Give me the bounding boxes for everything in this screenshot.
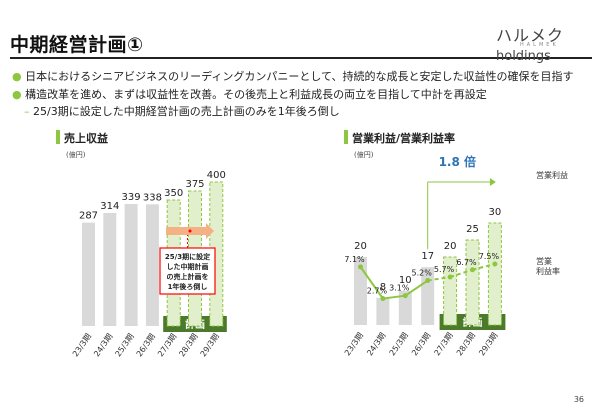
callout-dot [188,229,192,233]
sales-category-label: 26/3期 [135,332,157,358]
margin-point [402,293,408,299]
logo-text: ハルメク [496,26,565,45]
sales-category-label: 24/3期 [92,332,114,358]
callout-line: 1年後ろ倒し [168,282,208,291]
profit-chart: 計画2023/3期824/3期1025/3期1726/3期2027/3期2528… [343,154,568,357]
margin-value-label: 5.2% [412,269,433,278]
bullet-dot-icon: ● [12,70,26,83]
sales-value-label: 338 [143,192,162,203]
profit-bar [465,239,480,326]
growth-label: 1.8 倍 [439,154,476,169]
profit-category-label: 26/3期 [410,331,432,357]
profit-category-label: 25/3期 [388,331,410,357]
margin-line-segment [472,263,496,271]
profit-bar [376,297,390,325]
dash-icon: – [24,105,33,118]
margin-point [470,267,475,273]
logo-holdings: holdings [496,49,551,64]
profit-value-label: 25 [466,224,479,235]
margin-value-label: 7.1% [344,255,365,264]
margin-line-segment [427,275,451,282]
callout-line: の売上計画を [167,272,209,281]
section-bar-sales [56,130,60,144]
bullet-2-text: 構造改革を進め、まずは収益性を改善。その後売上と利益成長の両立を目指して中計を再… [25,88,487,101]
profit-category-label: 28/3期 [455,331,477,357]
margin-point [380,296,386,302]
legend-profit: 営業利益 [536,170,568,180]
bullet-dot-icon: ● [12,88,26,101]
margin-point [425,278,431,284]
profit-value-label: 10 [399,275,412,286]
sub-bullet-1: – 25/3期に設定した中期経営計画の売上計画のみを1年後ろ倒し [24,103,340,119]
margin-point [358,264,363,270]
profit-bar [443,256,458,326]
profit-value-label: 8 [380,282,386,293]
sales-bar [82,222,95,326]
sub-bullet-1-text: 25/3期に設定した中期経営計画の売上計画のみを1年後ろ倒し [33,105,340,118]
sales-value-label: 400 [207,170,226,181]
sales-bar [145,204,159,326]
callout-box [159,247,216,295]
margin-line-segment [449,268,473,278]
callout-line: した中期計画 [167,262,209,271]
legend-margin-line2: 利益率 [536,266,560,276]
sales-value-label: 287 [79,211,98,222]
section-title-sales: 売上収益 [64,132,108,145]
profit-bar [487,222,502,326]
margin-value-label: 2.7% [367,287,388,296]
margin-point [447,274,453,280]
margin-value-label: 7.5% [479,252,500,261]
bullet-2: ● 構造改革を進め、まずは収益性を改善。その後売上と利益成長の両立を目指して中計… [12,86,487,102]
section-title-profit: 営業利益/営業利益率 [352,132,456,145]
margin-value-label: 3.1% [389,284,410,293]
sales-bar [124,203,138,326]
unit-profit: (億円) [354,151,374,159]
profit-category-label: 24/3期 [365,331,387,357]
sales-bar [103,212,117,326]
title-divider [10,57,592,59]
margin-line-segment [382,294,406,300]
sales-category-label: 25/3期 [113,332,135,358]
profit-bar [398,291,412,325]
sales-value-label: 375 [185,179,204,190]
page-title: 中期経営計画① [10,34,144,56]
profit-value-label: 30 [489,207,502,218]
profit-bar [354,257,367,325]
sales-category-label: 23/3期 [71,332,93,358]
margin-line-segment [359,266,384,300]
profit-category-label: 27/3期 [432,331,454,357]
page-number: 36 [573,395,584,404]
margin-value-label: 6.7% [456,258,477,267]
profit-category-label: 29/3期 [477,331,499,357]
margin-line-segment [404,279,429,297]
growth-arrow-head [489,178,496,186]
margin-value-label: 5.7% [434,265,455,274]
bullet-1: ● 日本におけるシニアビジネスのリーディングカンパニーとして、持続的な成長と安定… [12,68,573,84]
profit-value-label: 20 [444,241,457,252]
sales-value-label: 350 [164,188,183,199]
section-bar-profit [344,130,348,144]
sales-value-label: 314 [100,201,119,212]
unit-sales: (億円) [66,151,86,159]
shift-arrow-head [206,223,214,239]
sales-category-label: 29/3期 [199,332,221,358]
margin-point [492,261,498,267]
bullet-1-text: 日本におけるシニアビジネスのリーディングカンパニーとして、持続的な成長と安定した… [25,70,574,83]
profit-value-label: 17 [421,251,434,262]
company-logo: ハルメク holdings [496,22,600,64]
sales-value-label: 339 [122,192,141,203]
sales-chart: 計画28723/3期31424/3期33925/3期33826/3期35027/… [71,170,227,358]
profit-category-label: 23/3期 [343,331,365,357]
legend-margin-line1: 営業 [536,256,552,266]
callout-line: 25/3期に設定 [165,252,210,261]
sales-category-label: 27/3期 [156,332,178,358]
profit-value-label: 20 [354,241,367,252]
shift-arrow-body [166,227,206,235]
sales-category-label: 28/3期 [177,332,199,358]
logo-subtext: HALMEK [520,42,559,48]
